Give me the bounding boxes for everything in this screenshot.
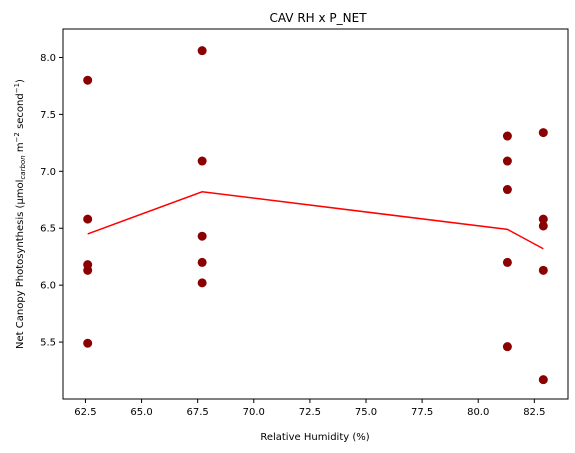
data-point (198, 46, 207, 55)
data-point (539, 128, 548, 137)
chart-title: CAV RH x P_NET (269, 11, 367, 25)
data-point (83, 215, 92, 224)
data-point (539, 266, 548, 275)
data-point (83, 339, 92, 348)
y-tick-label: 8.0 (40, 53, 56, 64)
data-point (198, 258, 207, 267)
data-point (503, 342, 512, 351)
x-tick-label: 62.5 (74, 407, 96, 418)
y-tick-label: 7.0 (40, 167, 56, 178)
x-tick-label: 75.0 (355, 407, 377, 418)
data-point (503, 258, 512, 267)
y-tick-label: 5.5 (40, 338, 56, 349)
data-point (198, 157, 207, 166)
x-tick-label: 80.0 (467, 407, 489, 418)
x-tick-label: 72.5 (299, 407, 321, 418)
y-axis-label-main: Net Canopy Photosynthesis (μmol (15, 180, 26, 349)
y-axis-label-mid: second (15, 93, 26, 132)
x-tick-label: 67.5 (187, 407, 209, 418)
x-tick-label: 77.5 (411, 407, 433, 418)
y-axis-label-rest: m (15, 142, 26, 155)
y-tick-label: 7.5 (40, 110, 56, 121)
data-point (539, 221, 548, 230)
x-axis-label: Relative Humidity (%) (260, 432, 369, 443)
data-point (503, 185, 512, 194)
data-point (503, 157, 512, 166)
y-tick-label: 6.0 (40, 281, 56, 292)
data-point (83, 266, 92, 275)
data-point (503, 132, 512, 141)
data-point (539, 375, 548, 384)
data-point (198, 232, 207, 241)
y-axis-label-end: ) (15, 79, 26, 83)
y-axis-label-sub: carbon (19, 155, 27, 179)
y-tick-label: 6.5 (40, 224, 56, 235)
data-point (198, 278, 207, 287)
x-tick-label: 82.5 (523, 407, 545, 418)
x-tick-label: 65.0 (130, 407, 152, 418)
y-axis-label-sup1: −2 (13, 132, 21, 142)
y-axis-label: Net Canopy Photosynthesis (μmolcarbon m−… (13, 79, 27, 349)
data-point (83, 76, 92, 85)
y-axis-label-sup2: −1 (13, 83, 21, 93)
x-tick-label: 70.0 (243, 407, 265, 418)
